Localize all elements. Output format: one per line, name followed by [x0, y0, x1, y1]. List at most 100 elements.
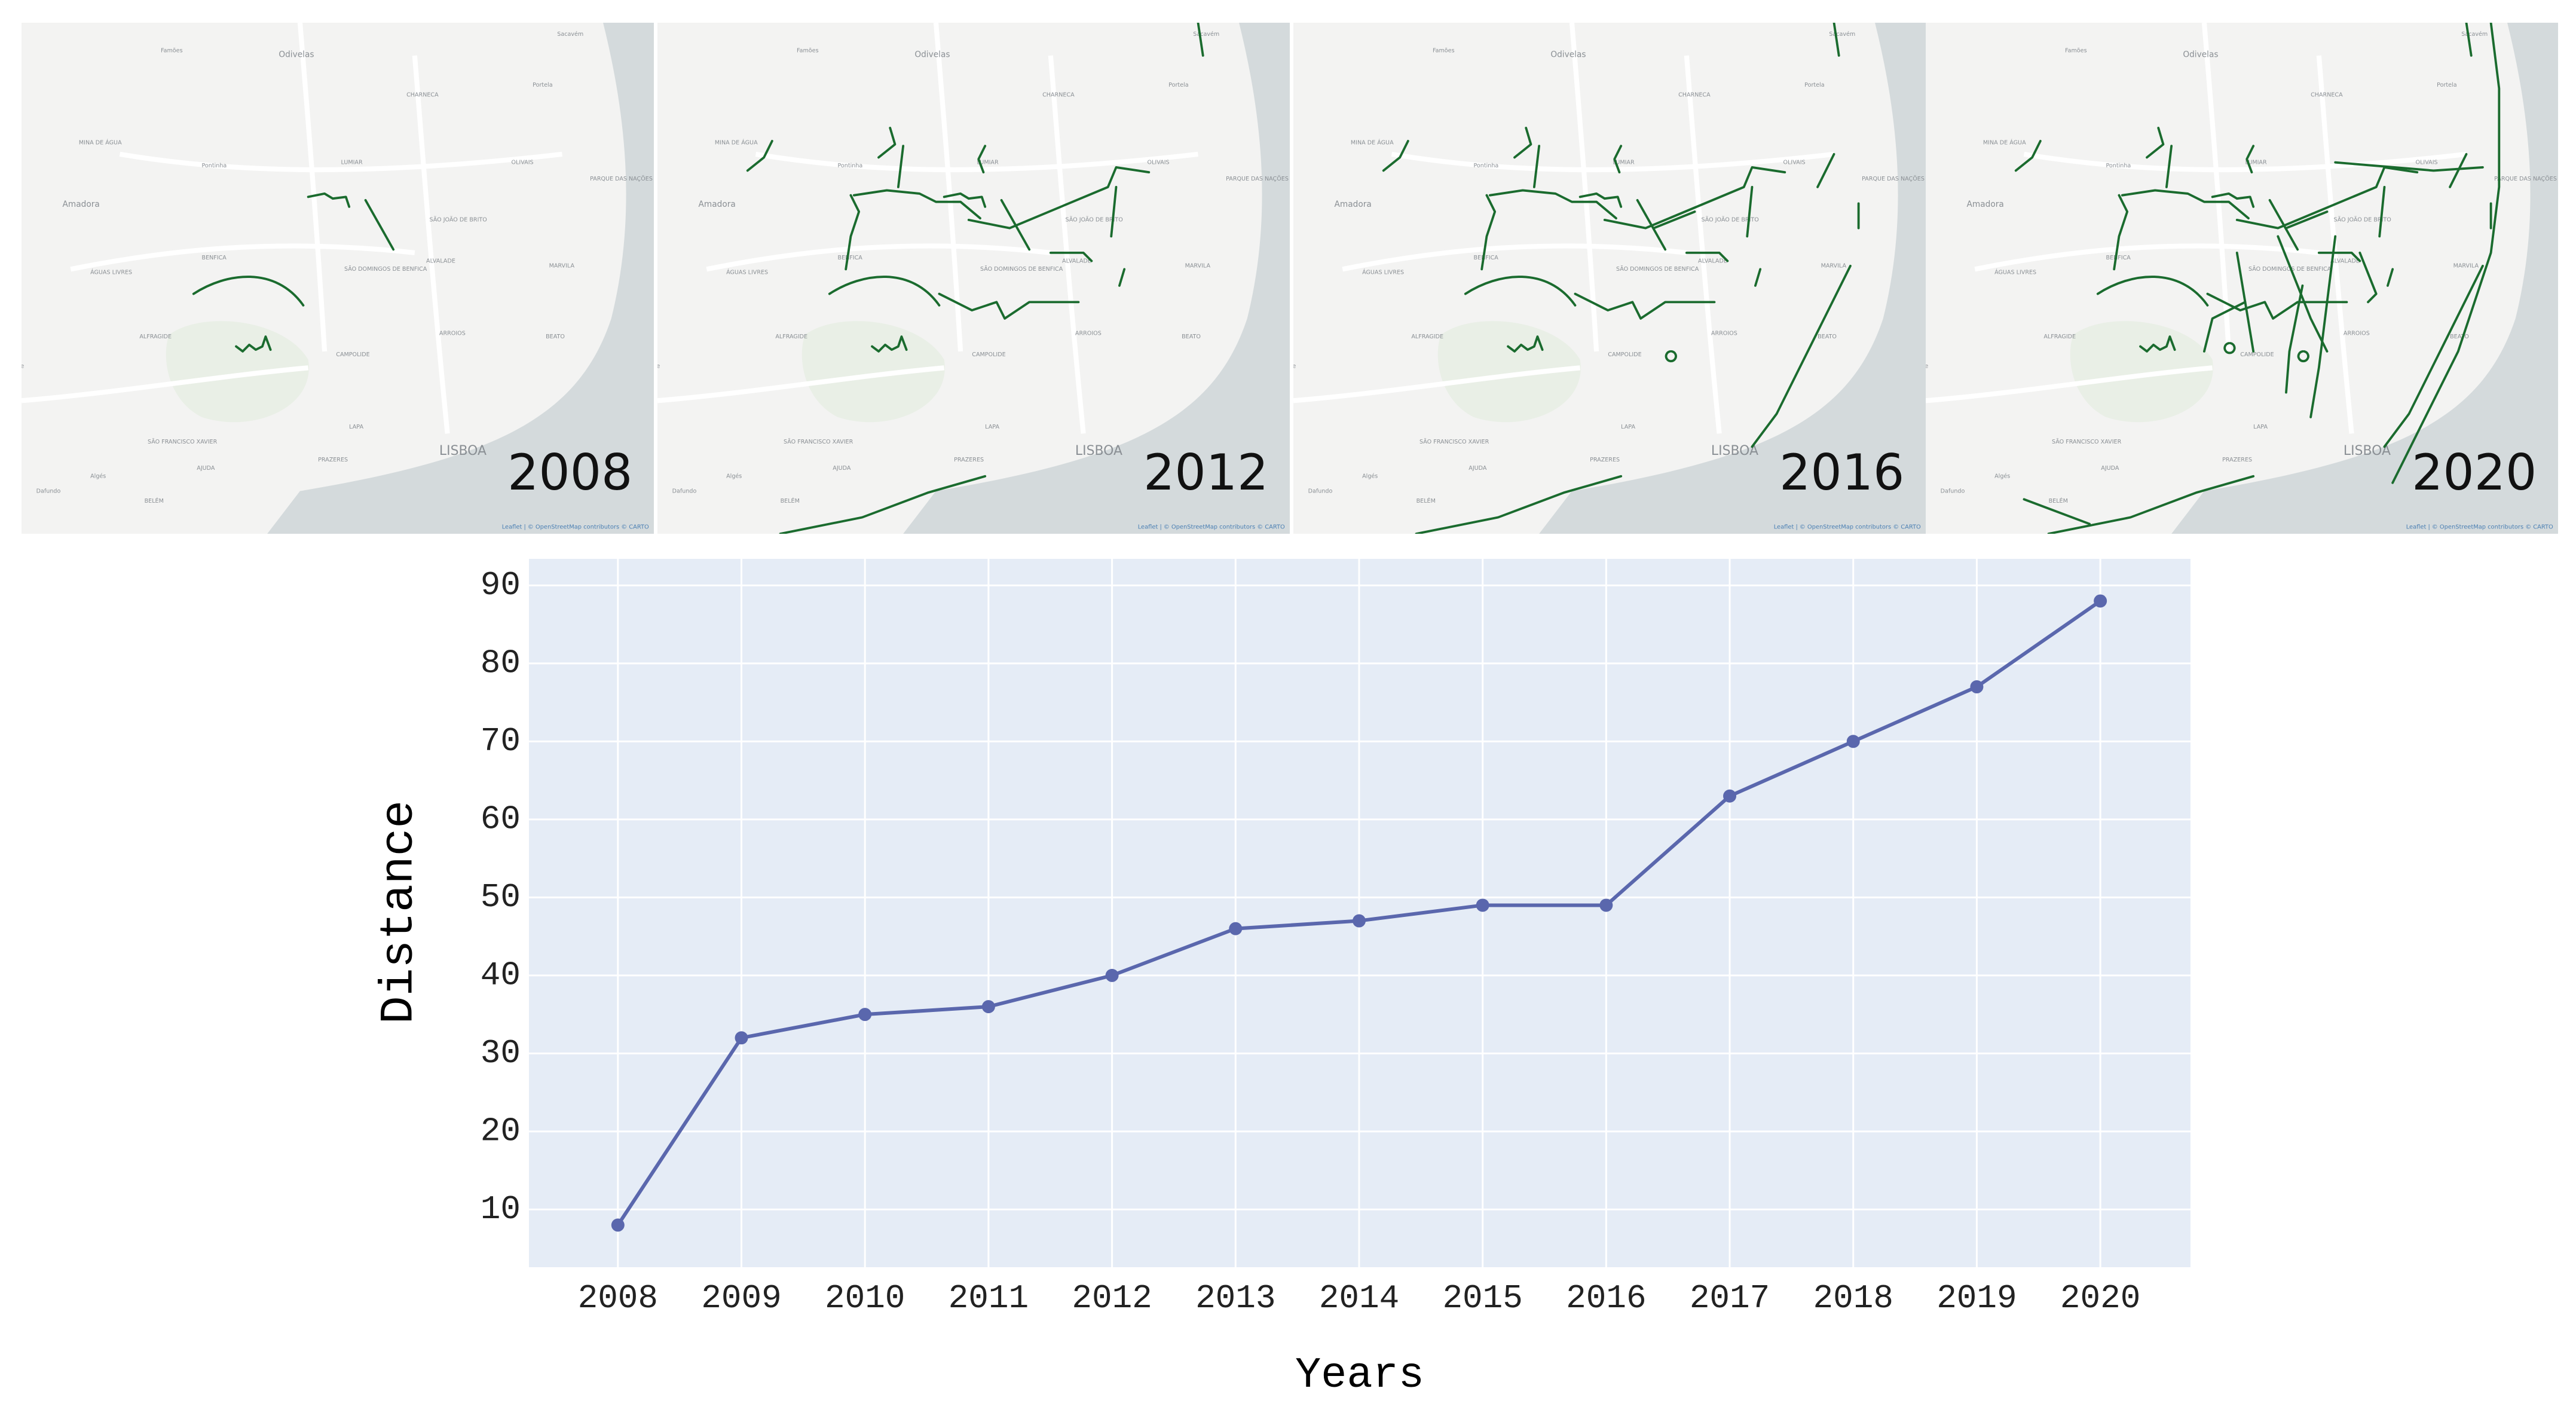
place-name: ALFRAGIDE — [775, 334, 807, 340]
place-name: Algés — [1994, 473, 2010, 480]
y-tick-label: 10 — [481, 1190, 521, 1228]
place-name: PARQUE DAS NAÇÕES — [1862, 175, 1925, 182]
place-name: LAPA — [2253, 424, 2268, 430]
map-roads — [22, 23, 562, 434]
data-point — [1229, 922, 1243, 935]
place-name: LAPA — [349, 424, 363, 430]
place-name: PRAZERES — [954, 457, 984, 463]
map-panel: Famões Odivelas Sacavém CHARNECA Portela MINA… — [8, 23, 654, 534]
data-point — [611, 1218, 625, 1232]
place-name: BEATO — [1182, 334, 1201, 340]
place-name: Dafundo — [672, 488, 697, 494]
y-axis-title: Distance — [374, 800, 426, 1024]
place-name: SÃO JOÃO DE BRITO — [2333, 216, 2391, 224]
y-tick-label: 70 — [481, 722, 521, 760]
place-name: AJUDA — [1468, 465, 1487, 472]
map-water — [267, 23, 654, 534]
place-name: Amadora — [1335, 200, 1372, 209]
place-name: SÃO FRANCISCO XAVIER — [148, 438, 218, 445]
place-name: Sacavém — [557, 30, 583, 38]
place-name: Pontinha — [838, 163, 863, 169]
place-name: MINA DE ÁGUA — [1351, 138, 1394, 146]
y-tick-label: 30 — [481, 1034, 521, 1072]
place-name: MARVILA — [1185, 263, 1211, 270]
place-name: ALVALADE — [1062, 258, 1091, 264]
place-name: LISBOA — [1075, 444, 1122, 458]
map-attribution: Leaflet | © OpenStreetMap contributors ©… — [1138, 524, 1285, 531]
place-name: ARROIOS — [439, 330, 466, 337]
map-park — [801, 321, 945, 423]
map-year: 2016 — [1779, 445, 1904, 501]
place-name: ÁGUAS LIVRES — [726, 268, 768, 276]
place-name: BEATO — [546, 334, 565, 340]
x-tick-label: 2011 — [949, 1279, 1029, 1317]
map-year: 2020 — [2412, 445, 2537, 501]
place-name: OLIVAIS — [1148, 159, 1170, 166]
place-name: CHARNECA — [1678, 92, 1711, 99]
map-attribution: Leaflet | © OpenStreetMap contributors ©… — [1774, 524, 1921, 531]
place-name: axide — [8, 363, 24, 369]
x-tick-label: 2016 — [1566, 1279, 1646, 1317]
y-tick-label: 90 — [481, 566, 521, 604]
place-name: LAPA — [1621, 424, 1635, 430]
place-name: CAMPOLIDE — [2240, 351, 2274, 358]
data-point — [981, 1000, 995, 1014]
place-name: CHARNECA — [2311, 92, 2343, 99]
place-name: Portela — [1804, 82, 1824, 88]
map-year: 2012 — [1143, 445, 1268, 501]
map-park — [2070, 321, 2213, 423]
place-name: LAPA — [985, 424, 999, 430]
place-name: ÁGUAS LIVRES — [90, 268, 132, 276]
data-point — [735, 1031, 748, 1045]
x-tick-label: 2017 — [1690, 1279, 1770, 1317]
place-name: Amadora — [1967, 200, 2004, 209]
place-name: PARQUE DAS NAÇÕES — [2494, 175, 2557, 182]
map-park — [1437, 321, 1581, 423]
place-name: Famões — [2065, 47, 2087, 54]
place-name: Amadora — [699, 200, 736, 209]
y-tick-label: 40 — [481, 956, 521, 995]
place-name: CAMPOLIDE — [972, 351, 1005, 358]
place-name: BELÉM — [2049, 497, 2068, 504]
place-name: MINA DE ÁGUA — [79, 138, 122, 146]
place-name: ALFRAGIDE — [139, 334, 172, 340]
place-name: Famões — [161, 47, 183, 54]
place-name: ÁGUAS LIVRES — [1362, 268, 1404, 276]
place-name: Portela — [1168, 82, 1188, 88]
place-name: BELÉM — [781, 497, 800, 504]
x-tick-label: 2015 — [1442, 1279, 1522, 1317]
place-name: PARQUE DAS NAÇÕES — [1226, 175, 1289, 182]
map-attribution: Leaflet | © OpenStreetMap contributors ©… — [2406, 524, 2553, 531]
place-name: OLIVAIS — [1783, 159, 1806, 166]
place-name: LISBOA — [2344, 444, 2391, 458]
place-name: CHARNECA — [406, 92, 439, 99]
y-tick-label: 60 — [481, 800, 521, 839]
place-name: ALVALADE — [1698, 258, 1727, 264]
place-name: MARVILA — [1821, 263, 1847, 270]
place-name: LUMIAR — [1613, 159, 1635, 166]
place-name: Algés — [726, 473, 742, 480]
place-name: CAMPOLIDE — [336, 351, 369, 358]
data-point — [1846, 735, 1860, 748]
place-name: BEATO — [1818, 334, 1837, 340]
place-name: PRAZERES — [2222, 457, 2252, 463]
data-point — [1970, 680, 1984, 694]
place-name: axide — [1280, 363, 1296, 369]
place-name: Dafundo — [36, 488, 61, 494]
x-tick-label: 2014 — [1319, 1279, 1399, 1317]
x-tick-label: 2013 — [1195, 1279, 1275, 1317]
place-name: Sacavém — [1193, 30, 1219, 38]
place-name: axide — [644, 363, 660, 369]
place-name: Pontinha — [1474, 163, 1499, 169]
place-name: BELÉM — [1417, 497, 1436, 504]
place-name: Algés — [1362, 473, 1378, 480]
place-name: ALVALADE — [426, 258, 455, 264]
x-axis-title: Years — [1295, 1351, 1424, 1400]
place-name: AJUDA — [833, 465, 851, 472]
place-name: BENFICA — [202, 255, 227, 261]
place-name: Portela — [533, 82, 552, 88]
x-tick-label: 2019 — [1936, 1279, 2017, 1317]
place-name: ARROIOS — [1711, 330, 1737, 337]
place-name: LUMIAR — [341, 159, 363, 166]
